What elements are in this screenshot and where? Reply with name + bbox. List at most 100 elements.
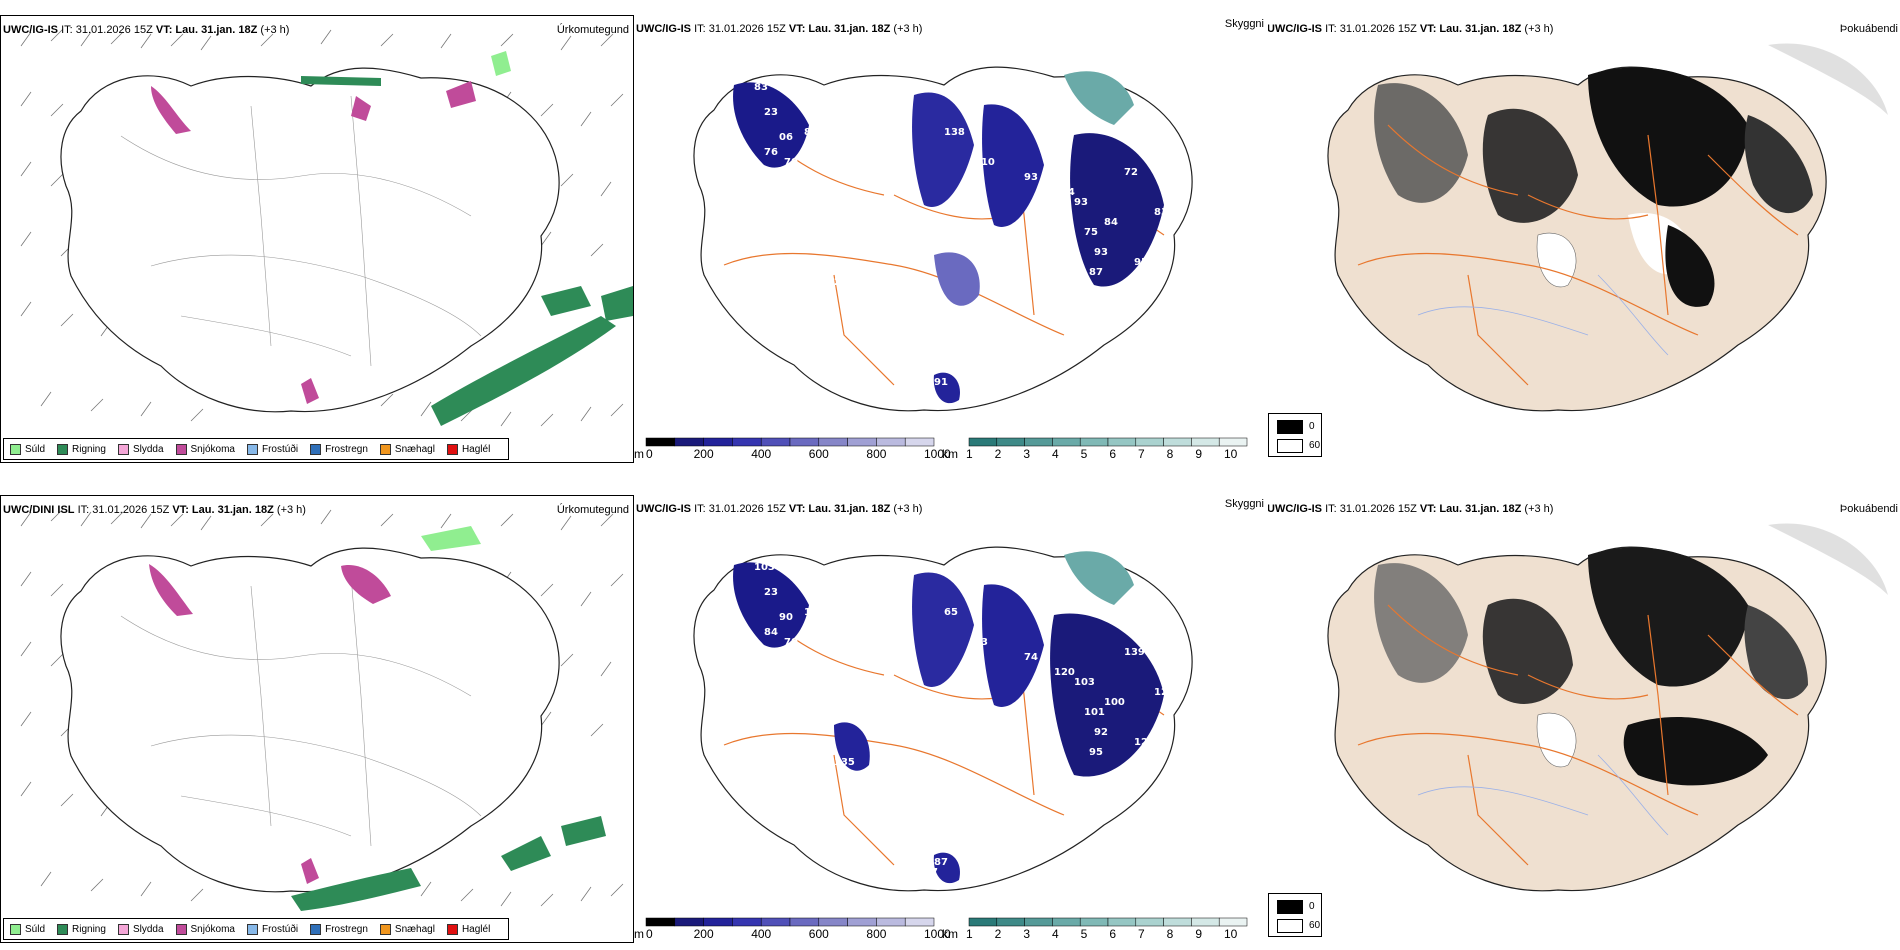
fog-title-bottom: Þokuábendi (1839, 503, 1898, 515)
cloud-base-value: 72 (1124, 167, 1138, 178)
cloud-base-value: 93 (1094, 247, 1108, 258)
cloud-base-value: 124 (944, 227, 965, 238)
cloud-base-value: 129 (994, 77, 1015, 88)
cloud-base-tick: 1000 (924, 447, 951, 461)
legend-item-frostregn: Frostregn (310, 923, 368, 935)
cloud-base-value: 25 (1144, 287, 1158, 298)
cloud-base-tick: 400 (751, 447, 772, 461)
precip-panel-bottom: UWC/DINI ISL IT: 31.01.2026 15Z VT: Lau.… (0, 495, 634, 943)
swatch (246, 443, 258, 455)
cloud-base-value: 95 (1134, 257, 1148, 268)
visibility-colorbar-top (968, 437, 1248, 447)
cloud-base-tick: 600 (808, 447, 829, 461)
visibility-tick: 10 (1224, 927, 1238, 941)
visibility-bin (1218, 437, 1248, 447)
visibility-bin (1052, 437, 1081, 447)
legend-item-slydda: Slydda (117, 443, 164, 455)
visibility-tick: 6 (1109, 927, 1117, 941)
visibility-unit: km (942, 447, 958, 461)
cloud-base-bin (645, 917, 676, 927)
visibility-bin (1163, 917, 1192, 927)
cloud-base-bin (760, 437, 791, 447)
fog-swatch-0 (1277, 900, 1303, 914)
cloud-base-value: 103 (754, 562, 775, 573)
swatch (57, 443, 69, 455)
visibility-bin (968, 437, 998, 447)
legend-item-frostudi: Frostúði (246, 443, 298, 455)
swatch (10, 923, 21, 935)
cloud-base-tick: 800 (866, 927, 887, 941)
swatch (175, 443, 187, 455)
cloud-base-value: 06 (779, 132, 793, 143)
cloud-base-bin (904, 437, 935, 447)
cloud-base-value: 76 (764, 147, 778, 158)
cloud-base-bin (818, 917, 848, 927)
cloud-base-bin (818, 437, 848, 447)
cloud-base-value: 114 (1054, 187, 1075, 198)
cloud-base-value: 83 (974, 637, 988, 648)
visibility-unit: km (942, 927, 958, 941)
cloud-base-tick: 200 (693, 447, 714, 461)
visibility-panel-bottom: 178 199 103 21 23 10 90 84 70 64 74 65 83 91 95 93 120 10… (634, 495, 1268, 943)
colorbars-top: m 0 200 400 600 800 1000 km 1 2 3 4 5 6 7 8 9 10 (634, 437, 1268, 463)
cloud-base-value: 121 (1134, 737, 1155, 748)
cloud-base-value: 10 (804, 607, 818, 618)
cloud-base-value: 65 (944, 607, 958, 618)
legend-item-rigning: Rigning (57, 443, 106, 455)
cloud-base-value: 17 (924, 867, 938, 878)
fog-tick-60: 60 (1309, 440, 1321, 451)
cloud-base-value: 70 (784, 637, 798, 648)
cloud-base-value: 139 (1124, 647, 1145, 658)
cloud-base-value: 110 (1114, 777, 1135, 788)
cloud-base-colorbar-bottom (645, 917, 935, 927)
cloud-base-bin (732, 437, 762, 447)
cloud-base-value: 103 (1074, 677, 1095, 688)
fog-panel-top: UWC/IG-IS IT: 31.01.2026 15Z VT: Lau. 31… (1268, 15, 1900, 463)
visibility-tick: 1 (966, 927, 973, 941)
visibility-tick: 3 (1023, 447, 1031, 461)
legend-item-haglel: Haglél (446, 923, 490, 935)
cloud-base-bin (674, 437, 704, 447)
fog-map-top (1327, 43, 1888, 412)
swatch (379, 443, 391, 455)
cloud-base-value: 112 (754, 177, 775, 188)
legend-item-slydda: Slydda (117, 923, 164, 935)
visibility-tick: 5 (1080, 447, 1088, 461)
visibility-title-bottom: Skyggni (1224, 498, 1264, 510)
cloud-base-bin (645, 437, 676, 447)
cloud-base-value: 132 (954, 207, 975, 218)
visibility-bin (968, 917, 998, 927)
swatch (57, 923, 69, 935)
cloud-base-bin (876, 437, 906, 447)
visibility-bin (996, 437, 1025, 447)
precip-header-bottom: UWC/DINI ISL IT: 31.01.2026 15Z VT: Lau.… (3, 504, 306, 516)
cloud-base-value: 29 (834, 277, 848, 288)
fog-legend-top: 0 60 (1268, 413, 1322, 457)
cloud-base-value: 93 (944, 707, 958, 718)
cloud-base-value: 120 (1054, 667, 1075, 678)
visibility-tick: 9 (1195, 447, 1203, 461)
cloud-base-bin (732, 917, 762, 927)
fog-swatch-60 (1277, 919, 1303, 933)
cloud-base-bin (847, 437, 877, 447)
fog-header-top: UWC/IG-IS IT: 31.01.2026 15Z VT: Lau. 31… (1268, 23, 1554, 35)
swatch (175, 923, 187, 935)
cloud-base-bin (703, 437, 733, 447)
visibility-bin (1163, 437, 1192, 447)
cloud-base-value: 93 (1114, 297, 1128, 308)
legend-item-frostregn: Frostregn (310, 443, 368, 455)
cloud-base-value: 86 (1104, 807, 1118, 818)
cloud-base-value: 101 (1084, 707, 1105, 718)
fog-header-bottom: UWC/IG-IS IT: 31.01.2026 15Z VT: Lau. 31… (1268, 503, 1554, 515)
legend-item-rigning: Rigning (57, 923, 106, 935)
cloud-base-tick: 200 (693, 927, 714, 941)
cloud-base-value: 75 (1084, 227, 1098, 238)
cloud-base-unit: m (634, 927, 644, 941)
fog-swatch-0 (1277, 420, 1303, 434)
cloud-base-value: 100 (1104, 697, 1125, 708)
visibility-tick: 4 (1052, 447, 1059, 461)
cloud-base-tick: 0 (646, 447, 653, 461)
cloud-base-value: 92 (1094, 727, 1108, 738)
cloud-base-tick: 0 (646, 927, 653, 941)
cloud-base-value: 21 (1044, 597, 1058, 608)
